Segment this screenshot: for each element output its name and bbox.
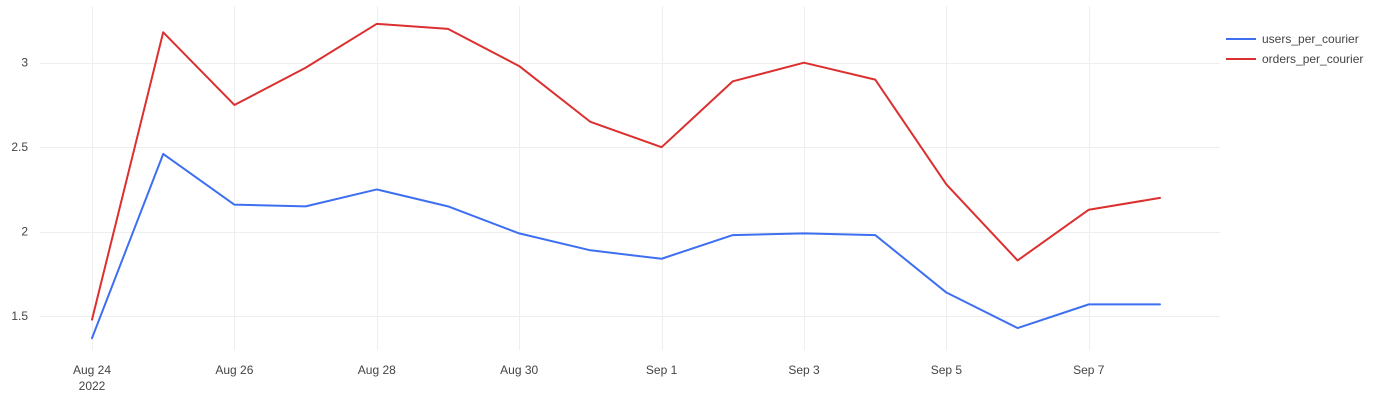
legend-label: orders_per_courier [1262,52,1363,66]
x-tick-label: Aug 28 [358,363,396,377]
x-tick-label: Sep 3 [788,363,820,377]
x-tick-label: Sep 5 [931,363,963,377]
x-axis-ticks: Aug 24 2022 Aug 26 Aug 28 Aug 30 Sep 1 Sep 3 Se… [73,363,1105,393]
y-tick-label: 1.5 [11,309,28,323]
legend-item-users-per-courier[interactable]: users_per_courier [1226,32,1359,46]
x-tick-label: Sep 1 [646,363,678,377]
series-line-users-per-courier [91,152,1161,340]
x-tick-label: Aug 30 [500,363,538,377]
y-tick-label: 2.5 [11,140,28,154]
x-tick-label: Aug 24 [73,363,111,377]
series-line-orders-per-courier [91,22,1161,321]
legend[interactable]: users_per_courier orders_per_courier [1226,32,1363,66]
series-lines [91,22,1161,340]
legend-label: users_per_courier [1262,32,1359,46]
x-tick-sublabel: 2022 [79,379,106,393]
y-tick-label: 2 [21,225,28,239]
y-tick-label: 3 [21,56,28,70]
gridlines [40,6,1220,350]
legend-item-orders-per-courier[interactable]: orders_per_courier [1226,52,1363,66]
x-tick-label: Sep 7 [1073,363,1105,377]
x-tick-label: Aug 26 [215,363,253,377]
y-axis-ticks: 1.5 2 2.5 3 [11,56,28,324]
